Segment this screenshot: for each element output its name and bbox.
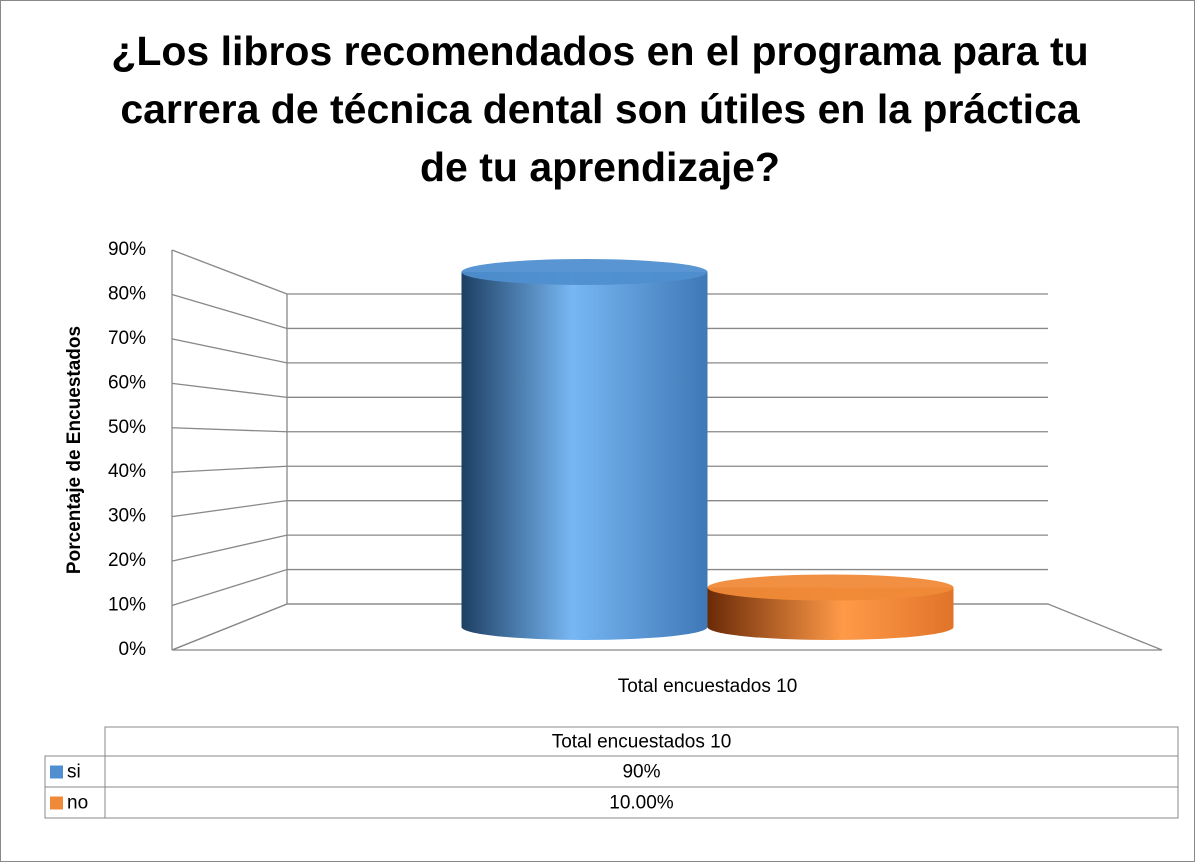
bar xyxy=(461,259,708,640)
legend-label: no xyxy=(67,793,88,814)
grid-line xyxy=(171,249,1048,295)
grid-line xyxy=(171,568,1048,607)
y-tick-label: 80% xyxy=(108,283,146,304)
bar-part xyxy=(707,587,954,640)
bar-part xyxy=(707,574,954,601)
table-value-cell xyxy=(104,786,1179,819)
grid-line xyxy=(171,293,1048,330)
y-tick-label: 90% xyxy=(108,239,146,260)
y-tick-label: 30% xyxy=(108,506,146,527)
table-value: 90% xyxy=(622,762,660,783)
table-header: Total encuestados 10 xyxy=(552,732,732,753)
grid-line xyxy=(171,465,1048,473)
y-tick-label: 40% xyxy=(108,461,146,482)
y-tick-label: 0% xyxy=(119,639,147,660)
grid-line xyxy=(171,382,1048,398)
bar xyxy=(707,574,954,640)
grid-line xyxy=(171,338,1048,364)
chart-title: ¿Los libros recomendados en el programa … xyxy=(111,28,1089,190)
bar-part xyxy=(461,272,708,640)
y-tick-label: 60% xyxy=(108,372,146,393)
legend-swatch xyxy=(50,796,63,810)
y-tick-label: 70% xyxy=(108,328,146,349)
grid-line xyxy=(171,500,1048,518)
y-axis-title: Porcentaje de Encuestados xyxy=(64,326,85,574)
grid-line xyxy=(171,427,1048,433)
table-value: 10.00% xyxy=(609,793,674,814)
bar-part xyxy=(461,259,708,285)
grid-line xyxy=(171,534,1048,562)
y-tick-label: 50% xyxy=(108,417,146,438)
legend-label: si xyxy=(67,762,81,783)
y-tick-label: 20% xyxy=(108,550,146,571)
legend-swatch xyxy=(50,765,63,779)
x-tick-label: Total encuestados 10 xyxy=(618,676,798,697)
y-tick-label: 10% xyxy=(108,595,146,616)
